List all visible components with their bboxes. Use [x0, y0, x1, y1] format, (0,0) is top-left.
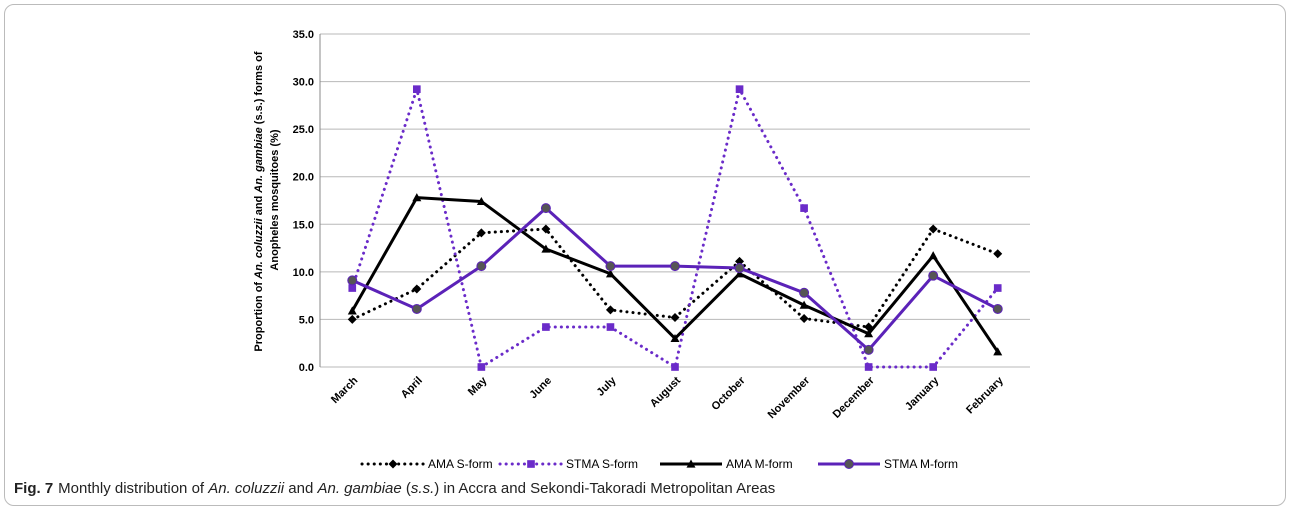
x-tick-label: February — [964, 374, 1006, 416]
legend-label: AMA M-form — [726, 457, 793, 471]
marker — [412, 85, 421, 94]
marker — [928, 270, 939, 281]
marker — [605, 305, 615, 315]
x-tick-label: July — [595, 374, 620, 399]
marker — [527, 460, 535, 468]
y-axis-label-part: Proportion of — [253, 279, 265, 352]
marker — [734, 263, 745, 274]
caption-part: s.s. — [410, 480, 435, 497]
x-tick-label: August — [648, 374, 684, 410]
marker — [864, 363, 873, 371]
y-axis-label-line: Anopheles mosquitoes (%) — [269, 129, 281, 271]
marker — [799, 287, 810, 298]
y-tick-label: 15.0 — [293, 219, 314, 231]
marker — [540, 203, 551, 214]
marker — [993, 249, 1003, 259]
caption: Fig. 7 Monthly distribution of An. coluzz… — [14, 480, 775, 497]
x-tick-label: June — [527, 375, 554, 402]
legend-label: STMA S-form — [566, 457, 638, 471]
marker — [735, 85, 744, 94]
marker — [864, 322, 874, 332]
marker — [605, 261, 616, 272]
chart: Proportion of An. coluzzii and An. gambi… — [253, 29, 1030, 471]
marker — [476, 261, 487, 272]
y-tick-label: 30.0 — [293, 77, 314, 89]
x-tick-label: December — [831, 374, 878, 421]
caption-part: ( — [401, 480, 411, 497]
y-axis-label-part: and — [253, 193, 265, 219]
marker — [476, 196, 486, 206]
x-tick-label: November — [766, 374, 813, 421]
y-axis-label-part: Anopheles mosquitoes (%) — [269, 129, 281, 271]
y-tick-label: 25.0 — [293, 124, 314, 136]
marker — [670, 313, 680, 323]
marker — [844, 459, 854, 469]
marker — [670, 261, 680, 272]
legend-label: STMA M-form — [884, 457, 958, 471]
marker — [606, 323, 615, 331]
y-tick-label: 35.0 — [293, 29, 314, 41]
marker — [412, 284, 422, 294]
marker — [992, 303, 1003, 314]
series-line — [350, 83, 1000, 370]
caption-label: Fig. 7 — [14, 480, 54, 497]
y-axis-label-part: (s.s.) forms of — [253, 51, 265, 127]
marker — [476, 228, 486, 238]
y-tick-label: 20.0 — [293, 172, 314, 184]
y-tick-label: 5.0 — [299, 314, 314, 326]
x-tick-label: May — [466, 374, 490, 398]
marker — [541, 224, 551, 234]
marker — [670, 333, 680, 343]
marker — [735, 269, 745, 278]
x-tick-label: April — [399, 375, 425, 401]
marker — [347, 275, 358, 286]
y-axis-label-part: An. gambiae — [253, 127, 265, 193]
marker — [605, 269, 615, 278]
marker — [928, 224, 938, 234]
y-axis-label: Proportion of An. coluzzii and An. gambi… — [253, 48, 281, 351]
caption-part: and — [284, 480, 318, 497]
legend-label: AMA S-form — [428, 457, 493, 471]
marker — [863, 344, 874, 355]
marker — [799, 313, 809, 323]
y-axis-label-part: An. coluzzii — [253, 217, 265, 279]
marker — [929, 363, 938, 371]
marker — [411, 303, 422, 314]
marker — [542, 323, 550, 331]
figure-frame — [4, 4, 1286, 506]
caption-part: Monthly distribution of — [58, 480, 209, 497]
marker — [993, 347, 1003, 356]
marker — [800, 204, 808, 212]
caption-part: ) in Accra and Sekondi-Takoradi Metropol… — [434, 480, 776, 497]
caption-part: An. coluzzii — [208, 480, 285, 497]
x-tick-label: January — [903, 374, 942, 413]
marker — [541, 244, 551, 253]
y-tick-label: 0.0 — [299, 362, 314, 374]
marker — [477, 363, 486, 371]
marker — [686, 459, 696, 468]
caption-part: An. gambiae — [317, 480, 402, 497]
marker — [993, 284, 1002, 292]
y-tick-label: 10.0 — [293, 267, 314, 279]
y-axis-label-line: Proportion of An. coluzzii and An. gambi… — [253, 51, 265, 351]
marker — [347, 314, 357, 324]
marker — [928, 251, 938, 260]
x-tick-label: March — [329, 374, 361, 406]
x-tick-label: October — [709, 374, 748, 413]
marker — [388, 459, 398, 469]
marker — [671, 363, 679, 371]
marker — [799, 300, 809, 309]
marker — [864, 329, 874, 338]
marker — [348, 284, 357, 292]
marker — [347, 306, 357, 315]
series-line — [350, 196, 999, 353]
marker — [412, 193, 422, 202]
caption-text: Monthly distribution of An. coluzzii and… — [58, 480, 775, 497]
